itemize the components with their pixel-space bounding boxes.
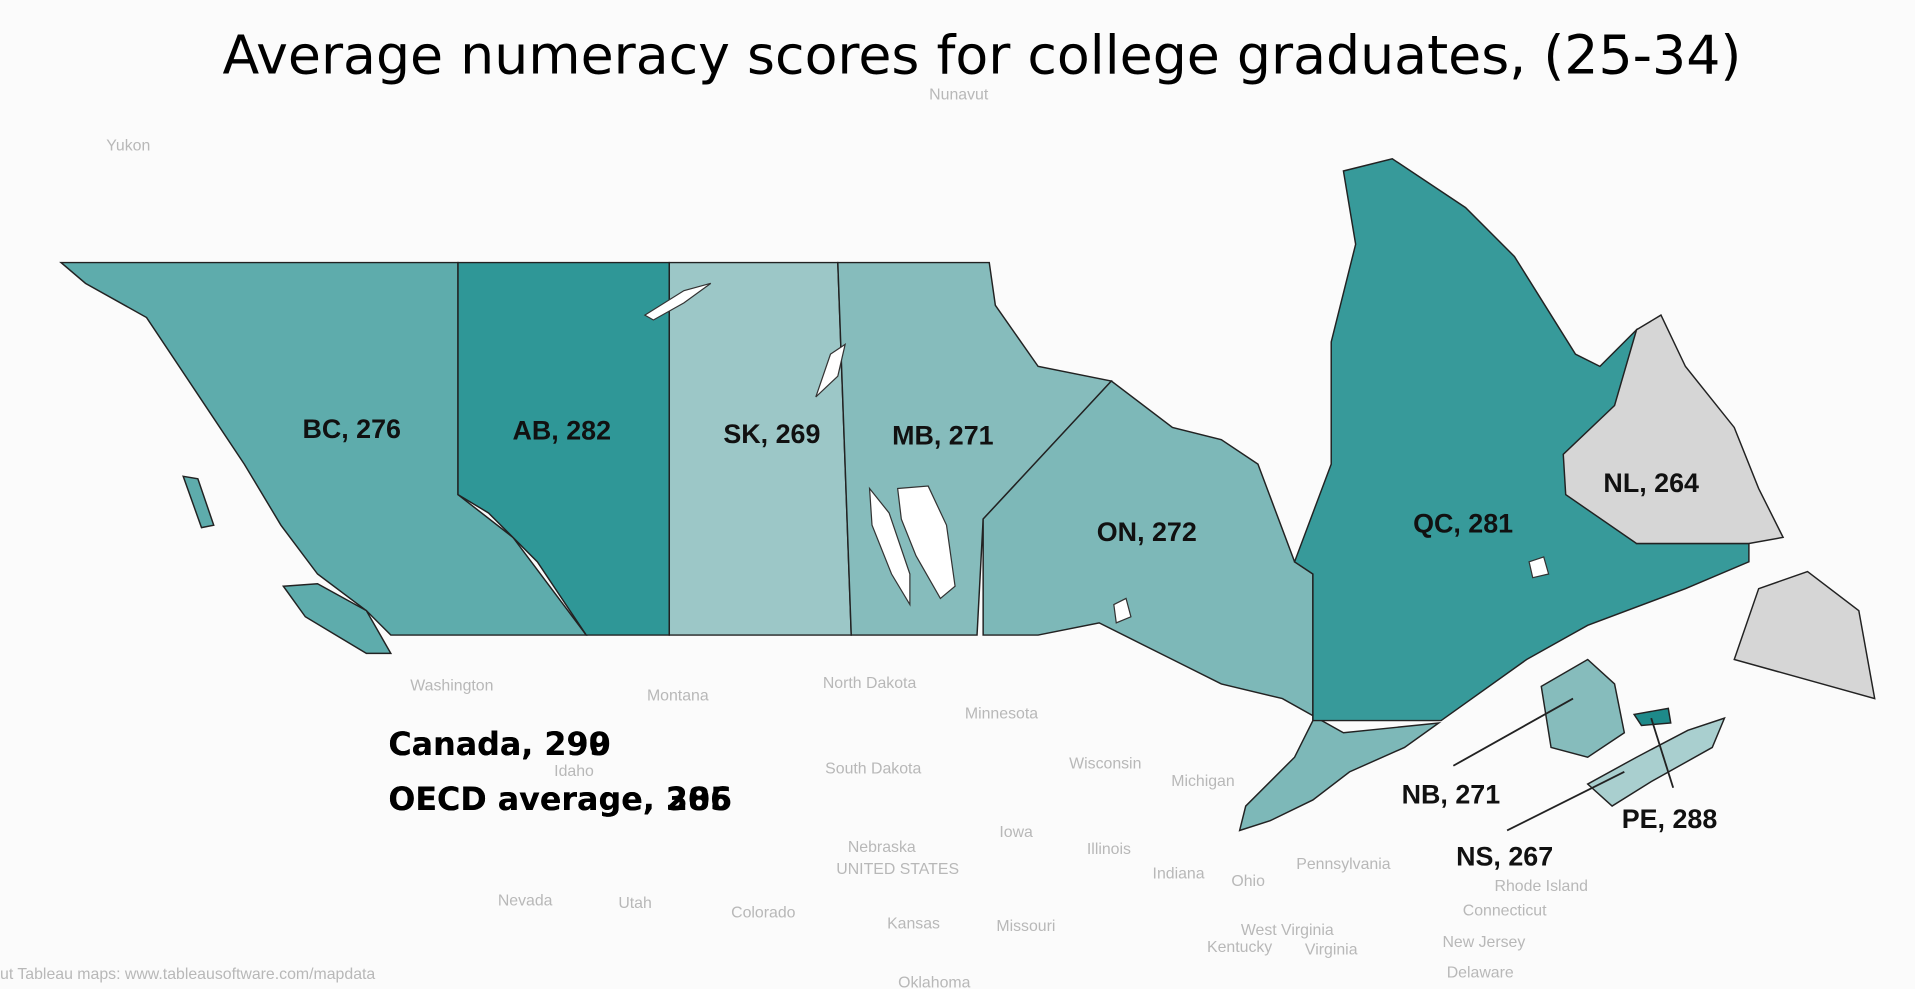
province-label: NB, 271 [1402,779,1501,809]
basemap: Yukon Nunavut Washington Montana North Dakot… [106,86,1588,991]
arrow [1452,697,1574,767]
basemap-label: Missouri [996,918,1055,935]
basemap-label: Wisconsin [1069,756,1141,773]
province [1562,314,1785,545]
basemap-label: West Virginia [1241,922,1334,939]
province [281,583,393,655]
basemap-label: Connecticut [1463,902,1547,919]
provinces [59,157,1876,832]
basemap-label: Rhode Island [1495,878,1588,895]
province-label: ON, 272 [1097,517,1197,547]
lake [896,485,956,600]
basemap-label: UNITED STATES [836,861,959,878]
basemap-label: Illinois [1087,841,1131,858]
basemap-label: North Dakota [823,675,917,692]
basemap-label: Virginia [1305,941,1358,958]
note: OECD average, 306 [388,782,732,818]
basemap-label: South Dakota [825,761,921,778]
basemap-label: Yukon [106,138,150,155]
basemap-label: Montana [647,687,709,704]
lake [1528,556,1550,579]
province-label: BC, 276 [302,414,401,444]
lake [1113,597,1132,624]
basemap-label: Oklahoma [898,974,970,989]
basemap-label: Nevada [498,893,553,910]
province-label: PE, 288 [1622,804,1718,834]
basemap-label: Nunavut [929,86,989,103]
note: Canada, 299 [388,727,610,763]
basemap-label: Colorado [731,905,796,922]
province-label: SK, 269 [723,419,820,449]
note: Canada, 290 [388,727,610,763]
province-label: NL, 264 [1603,468,1699,498]
basemap-label: Iowa [999,824,1033,841]
lake [815,343,847,398]
province [1540,658,1626,758]
province-label: AB, 282 [513,415,612,445]
arrows [1452,697,1675,832]
basemap-label: Idaho [554,763,594,780]
basemap-label: Indiana [1153,866,1205,883]
province [1632,707,1672,727]
basemap-label: Kansas [887,916,940,933]
basemap-label: Nebraska [848,839,916,856]
basemap-label: Michigan [1171,773,1234,790]
province [982,380,1442,832]
basemap-label: Kentucky [1207,939,1272,956]
province-label: NS, 267 [1456,842,1553,872]
province [1733,570,1876,700]
province [1586,716,1726,807]
province [59,261,588,636]
note: OECD average, 285 [388,782,732,818]
basemap-label: Delaware [1447,965,1514,982]
labels: BC, 276 AB, 282 SK, 269 MB, 271 ON, 272 QC, 2… [302,414,1717,871]
arrow [1506,771,1625,832]
basemap-label: Pennsylvania [1296,856,1391,873]
province-label: QC, 281 [1413,508,1513,538]
attribution: ut Tableau maps: www.tableausoftware.com… [0,966,375,983]
province [182,475,215,529]
basemap-label: Ohio [1231,873,1265,890]
lake [643,282,712,321]
arrow [1650,717,1675,789]
basemap-label: Washington [410,678,493,695]
lake [868,486,911,607]
title: Average numeracy scores for college grad… [223,23,1742,86]
basemap-label: New Jersey [1442,934,1525,951]
province [1293,157,1750,722]
basemap-label: Utah [618,895,652,912]
province-label: MB, 271 [892,420,994,450]
basemap-label: Minnesota [965,706,1038,723]
